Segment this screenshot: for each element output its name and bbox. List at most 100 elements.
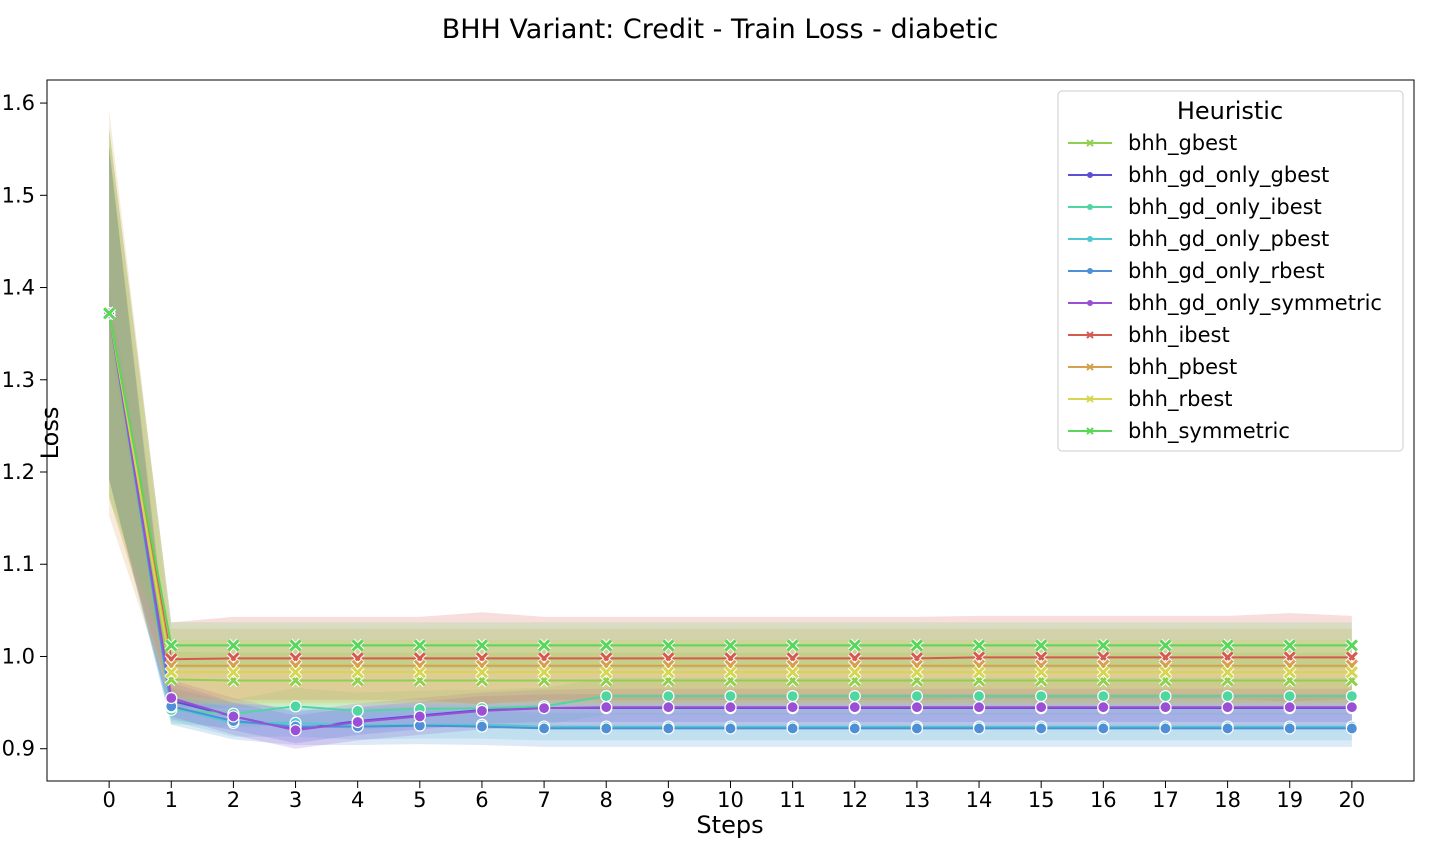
y-axis-ticks: 0.9 1.0 1.1 1.2 1.3 1.4 1.5 1.6: [2, 91, 47, 761]
legend-marker-bhh-ibest: [1086, 331, 1094, 339]
point-bhh-symmetric: [1221, 639, 1234, 652]
x-tick-label: 19: [1276, 788, 1303, 812]
legend-label-bhh-gd-only-symmetric: bhh_gd_only_symmetric: [1128, 291, 1382, 316]
legend-marker-bhh-gd-only-ibest: [1087, 204, 1093, 210]
point-bhh-gd-only-symmetric: [165, 691, 178, 705]
x-tick-label: 12: [841, 788, 868, 812]
y-tick-label: 1.1: [2, 552, 35, 576]
point-bhh-symmetric: [1097, 639, 1110, 652]
point-bhh-rbest: [662, 666, 675, 679]
point-bhh-gd-only-rbest: [662, 722, 675, 735]
point-bhh-rbest: [1221, 666, 1234, 679]
x-tick-label: 11: [779, 788, 806, 812]
point-bhh-rbest: [413, 666, 426, 679]
x-tick-label: 15: [1028, 788, 1055, 812]
point-bhh-gd-only-rbest: [537, 722, 551, 735]
point-bhh-gd-only-ibest: [910, 690, 924, 703]
point-bhh-gd-only-ibest: [662, 690, 675, 703]
point-bhh-gd-only-ibest: [1097, 690, 1110, 703]
legend-marker-bhh-gd-only-symmetric: [1087, 300, 1093, 306]
y-tick-label: 1.6: [2, 91, 35, 115]
x-tick-label: 2: [227, 788, 240, 812]
point-bhh-gd-only-symmetric: [972, 701, 986, 714]
point-bhh-gd-only-rbest: [1159, 722, 1172, 735]
point-bhh-symmetric: [848, 639, 861, 652]
x-tick-label: 4: [351, 788, 364, 812]
point-bhh-gd-only-symmetric: [1345, 701, 1358, 714]
point-bhh-gd-only-ibest: [786, 690, 799, 703]
x-axis-label: Steps: [696, 811, 763, 839]
legend-label-bhh-symmetric: bhh_symmetric: [1128, 419, 1290, 444]
point-bhh-gd-only-symmetric: [475, 704, 489, 718]
point-bhh-gd-only-symmetric: [1221, 701, 1234, 714]
point-bhh-rbest: [972, 666, 986, 679]
point-bhh-gd-only-ibest: [1035, 690, 1048, 703]
point-bhh-gd-only-rbest: [1221, 722, 1234, 735]
legend-marker-bhh-symmetric: [1086, 427, 1094, 435]
legend-label-bhh-pbest: bhh_pbest: [1128, 355, 1237, 380]
x-tick-label: 8: [600, 788, 613, 812]
point-bhh-symmetric: [413, 639, 426, 652]
point-bhh-gd-only-symmetric: [227, 710, 240, 723]
legend-marker-bhh-gd-only-pbest: [1087, 236, 1093, 242]
point-bhh-symmetric: [1283, 639, 1296, 652]
point-bhh-gd-only-ibest: [351, 704, 364, 718]
point-bhh-gd-only-symmetric: [289, 724, 302, 737]
point-bhh-symmetric: [600, 639, 613, 652]
point-bhh-rbest: [475, 666, 489, 679]
point-bhh-gd-only-ibest: [1159, 690, 1172, 703]
x-tick-label: 9: [662, 788, 675, 812]
legend-label-bhh-gd-only-ibest: bhh_gd_only_ibest: [1128, 195, 1322, 220]
point-bhh-gd-only-symmetric: [537, 702, 551, 715]
point-bhh-gd-only-ibest: [600, 690, 613, 703]
point-bhh-gd-only-symmetric: [848, 701, 861, 714]
point-bhh-rbest: [600, 666, 613, 679]
point-bhh-gd-only-rbest: [848, 722, 861, 735]
point-bhh-symmetric: [227, 639, 240, 652]
point-bhh-rbest: [848, 666, 861, 679]
legend-items: bhh_gbest bhh_gd_only_gbest bhh_gd_only_ib…: [1068, 131, 1382, 444]
point-bhh-symmetric: [786, 639, 799, 652]
point-bhh-symmetric: [1035, 639, 1048, 652]
point-bhh-gd-only-symmetric: [786, 701, 799, 714]
point-bhh-gd-only-rbest: [475, 720, 489, 733]
point-bhh-rbest: [1159, 666, 1172, 679]
y-tick-label: 1.4: [2, 276, 35, 300]
point-bhh-gd-only-rbest: [600, 722, 613, 735]
point-bhh-gd-only-rbest: [972, 722, 986, 735]
y-tick-label: 1.3: [2, 368, 35, 392]
point-bhh-symmetric: [662, 639, 675, 652]
y-tick-label: 1.5: [2, 183, 35, 207]
point-bhh-rbest: [724, 666, 737, 679]
legend-frame: [1057, 90, 1404, 452]
legend: Heuristic bhh_gbestbhh_gd_only_gbestbhh_…: [1057, 90, 1404, 452]
point-bhh-gd-only-symmetric: [1283, 701, 1296, 714]
x-tick-label: 10: [717, 788, 744, 812]
point-bhh-gd-only-rbest: [1345, 722, 1358, 735]
x-tick-label: 18: [1214, 788, 1241, 812]
x-tick-label: 3: [289, 788, 302, 812]
point-bhh-gd-only-rbest: [724, 722, 737, 735]
point-bhh-gd-only-ibest: [848, 690, 861, 703]
point-bhh-rbest: [1097, 666, 1110, 679]
point-bhh-gd-only-symmetric: [910, 701, 924, 714]
point-bhh-symmetric: [1159, 639, 1172, 652]
point-bhh-rbest: [1035, 666, 1048, 679]
x-tick-label: 7: [537, 788, 550, 812]
y-tick-label: 1.2: [2, 460, 35, 484]
point-bhh-gd-only-symmetric: [351, 715, 364, 729]
series-markers: [102, 306, 1359, 737]
point-bhh-gd-only-ibest: [724, 690, 737, 703]
legend-label-bhh-gd-only-rbest: bhh_gd_only_rbest: [1128, 259, 1325, 284]
y-tick-label: 0.9: [2, 737, 35, 761]
point-bhh-symmetric: [1345, 639, 1358, 652]
point-bhh-symmetric: [165, 639, 178, 652]
legend-title: Heuristic: [1177, 97, 1283, 125]
point-bhh-gd-only-ibest: [1345, 690, 1358, 703]
point-bhh-symmetric: [538, 639, 551, 652]
point-bhh-gd-only-rbest: [910, 722, 924, 735]
point-bhh-gd-only-symmetric: [600, 701, 613, 714]
point-bhh-rbest: [786, 666, 799, 679]
point-bhh-symmetric: [103, 307, 116, 320]
